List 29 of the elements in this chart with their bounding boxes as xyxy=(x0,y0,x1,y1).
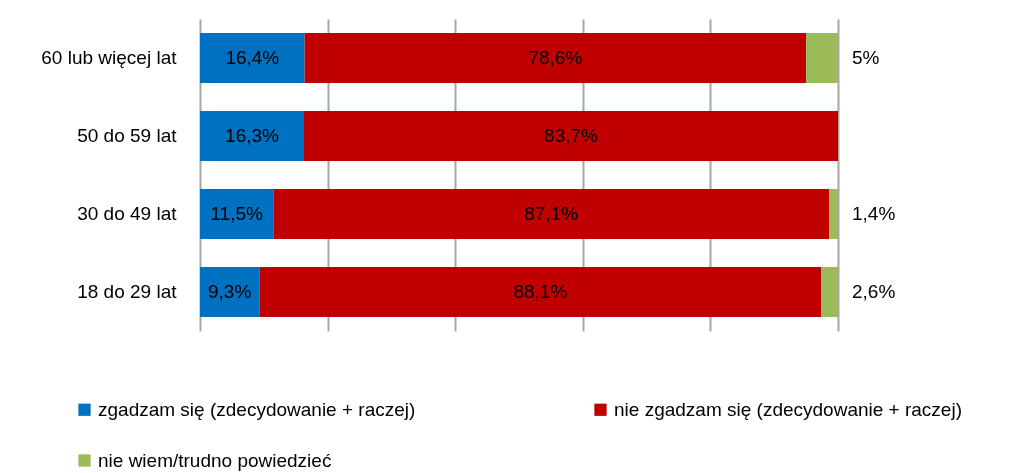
data-label: 5% xyxy=(852,47,880,68)
bar xyxy=(200,33,305,83)
data-label: 78,6% xyxy=(528,47,583,68)
legend-label: nie zgadzam się (zdecydowanie + raczej) xyxy=(614,398,962,420)
bar xyxy=(273,189,830,239)
data-label: 11,5% xyxy=(210,203,264,224)
y-tick-label: 30 do 49 lat xyxy=(77,203,178,224)
bar xyxy=(200,111,304,161)
data-label: 16,3% xyxy=(225,125,280,146)
bar xyxy=(259,267,822,317)
bar xyxy=(806,33,838,83)
data-label: 87,1% xyxy=(524,203,579,224)
bar xyxy=(304,33,807,83)
data-label: 1,4% xyxy=(852,203,896,224)
data-label: 16,4% xyxy=(225,47,280,68)
y-tick-label: 60 lub więcej lat xyxy=(41,47,178,68)
data-label: 88,1% xyxy=(513,281,568,302)
bar xyxy=(303,111,838,161)
data-label: 2,6% xyxy=(852,281,896,302)
legend-label: nie wiem/trudno powiedzieć xyxy=(98,449,332,471)
bar xyxy=(821,267,838,317)
bar xyxy=(200,189,274,239)
bar xyxy=(829,189,838,239)
legend-label: zgadzam się (zdecydowanie + raczej) xyxy=(98,398,416,420)
bar xyxy=(200,267,260,317)
y-tick-label: 18 do 29 lat xyxy=(77,281,178,302)
data-label: 9,3% xyxy=(208,281,252,302)
y-tick-label: 50 do 59 lat xyxy=(77,125,178,146)
data-label: 83,7% xyxy=(544,125,599,146)
